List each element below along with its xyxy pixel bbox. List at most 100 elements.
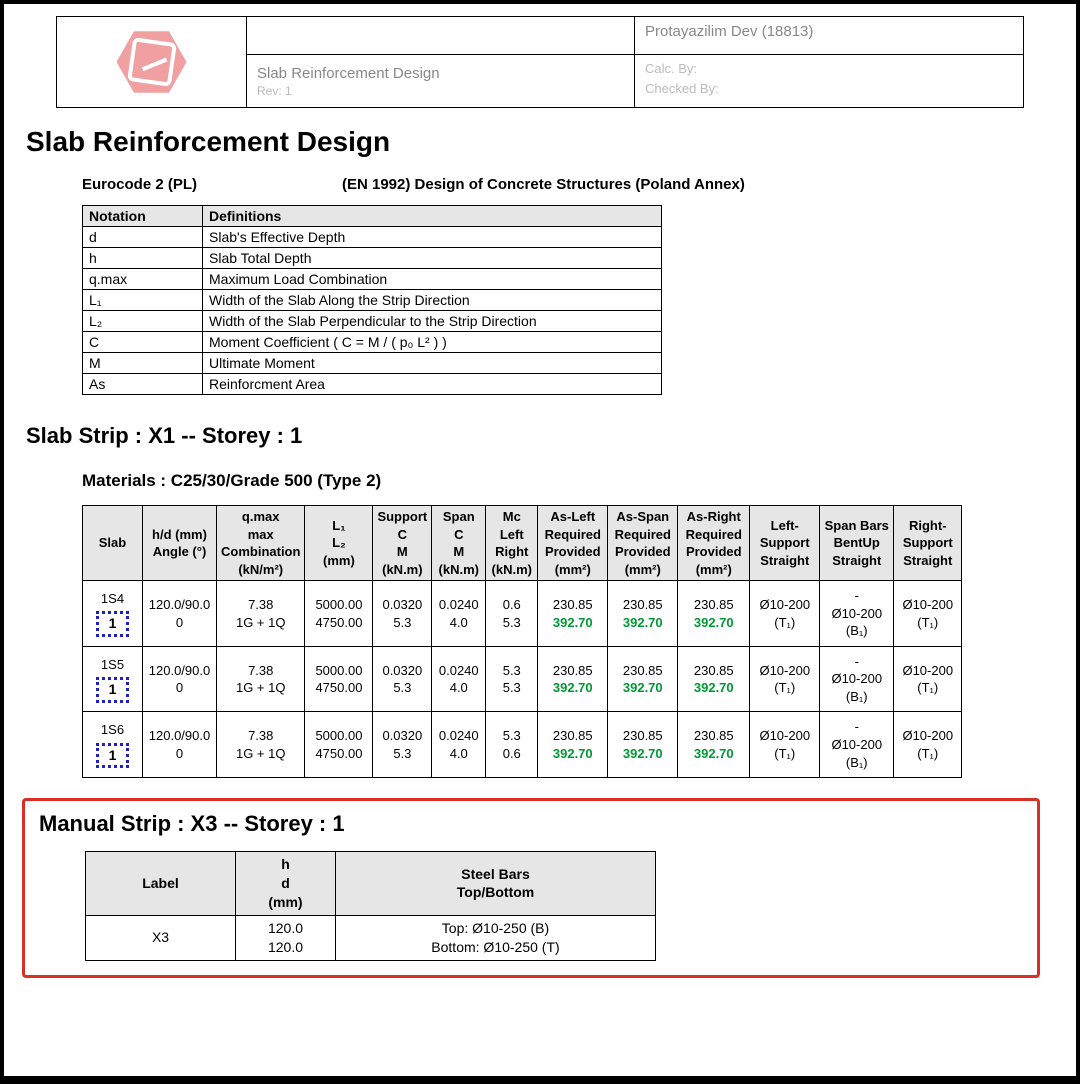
notation-cell: q.max: [83, 269, 203, 290]
sup-cell: 0.03205.3: [373, 712, 432, 778]
asr-cell: 230.85392.70: [678, 581, 750, 647]
mc-cell: 5.35.3: [486, 646, 538, 712]
main-table: Slabh/d (mm)Angle (°)q.maxmaxCombination…: [82, 505, 962, 778]
manual-table: Label hd(mm) Steel BarsTop/Bottom X3 120…: [85, 851, 656, 960]
notation-cell: Moment Coefficient ( C = M / ( p₀ L² ) ): [203, 332, 662, 353]
table-row: 1S61120.0/90.007.381G + 1Q5000.004750.00…: [83, 712, 962, 778]
hd-cell: 120.0/90.00: [143, 712, 217, 778]
notation-cell: L₂: [83, 311, 203, 332]
main-th: Slab: [83, 506, 143, 581]
main-th: SpanCM(kN.m): [432, 506, 486, 581]
code-right: (EN 1992) Design of Concrete Structures …: [342, 176, 745, 193]
sup-cell: 0.03205.3: [373, 581, 432, 647]
notation-cell: d: [83, 227, 203, 248]
notation-cell: Slab Total Depth: [203, 248, 662, 269]
main-th: As-LeftRequiredProvided(mm²): [538, 506, 608, 581]
company-logo: [113, 23, 191, 101]
header-title-cell: Slab Reinforcement Design Rev: 1: [247, 55, 635, 107]
asl-cell: 230.85392.70: [538, 712, 608, 778]
table-row: 1S41120.0/90.007.381G + 1Q5000.004750.00…: [83, 581, 962, 647]
header-empty: [247, 17, 635, 55]
main-th: Left-SupportStraight: [750, 506, 820, 581]
manual-h-label: Label: [86, 852, 236, 916]
l-cell: 5000.004750.00: [305, 712, 373, 778]
left-cell: Ø10-200(T₁): [750, 646, 820, 712]
main-th: Right-SupportStraight: [894, 506, 962, 581]
notation-cell: L₁: [83, 290, 203, 311]
asr-cell: 230.85392.70: [678, 646, 750, 712]
span-cell: 0.02404.0: [432, 712, 486, 778]
asl-cell: 230.85392.70: [538, 646, 608, 712]
notation-cell: Width of the Slab Along the Strip Direct…: [203, 290, 662, 311]
document-page: Protayazilim Dev (18813) Slab Reinforcem…: [4, 4, 1076, 1076]
notation-cell: C: [83, 332, 203, 353]
main-th: As-RightRequiredProvided(mm²): [678, 506, 750, 581]
mc-cell: 0.65.3: [486, 581, 538, 647]
sup-cell: 0.03205.3: [373, 646, 432, 712]
spanb-cell: -Ø10-200(B₁): [820, 712, 894, 778]
main-th: SupportCM(kN.m): [373, 506, 432, 581]
main-th: Span BarsBentUpStraight: [820, 506, 894, 581]
main-th: q.maxmaxCombination(kN/m²): [217, 506, 305, 581]
notation-h1: Notation: [83, 206, 203, 227]
checked-by: Checked By:: [645, 79, 1013, 99]
document-header: Protayazilim Dev (18813) Slab Reinforcem…: [56, 16, 1024, 108]
code-left: Eurocode 2 (PL): [82, 176, 342, 193]
l-cell: 5000.004750.00: [305, 581, 373, 647]
right-cell: Ø10-200(T₁): [894, 712, 962, 778]
manual-row-steel: Top: Ø10-250 (B)Bottom: Ø10-250 (T): [336, 915, 656, 960]
manual-row-hd: 120.0120.0: [236, 915, 336, 960]
header-doc-title: Slab Reinforcement Design: [257, 65, 624, 82]
notation-cell: Slab's Effective Depth: [203, 227, 662, 248]
manual-heading: Manual Strip : X3 -- Storey : 1: [39, 811, 1023, 837]
span-cell: 0.02404.0: [432, 581, 486, 647]
page-title: Slab Reinforcement Design: [26, 126, 1058, 158]
slab-cell: 1S41: [83, 581, 143, 647]
materials-heading: Materials : C25/30/Grade 500 (Type 2): [82, 471, 1058, 491]
q-cell: 7.381G + 1Q: [217, 646, 305, 712]
span-cell: 0.02404.0: [432, 646, 486, 712]
logo-cell: [57, 17, 247, 107]
table-row: 1S51120.0/90.007.381G + 1Q5000.004750.00…: [83, 646, 962, 712]
l-cell: 5000.004750.00: [305, 646, 373, 712]
slab-cell: 1S61: [83, 712, 143, 778]
q-cell: 7.381G + 1Q: [217, 581, 305, 647]
notation-cell: h: [83, 248, 203, 269]
main-th: h/d (mm)Angle (°): [143, 506, 217, 581]
q-cell: 7.381G + 1Q: [217, 712, 305, 778]
code-line: Eurocode 2 (PL) (EN 1992) Design of Conc…: [82, 176, 1058, 193]
hd-cell: 120.0/90.00: [143, 646, 217, 712]
slab-cell: 1S51: [83, 646, 143, 712]
notation-cell: As: [83, 374, 203, 395]
left-cell: Ø10-200(T₁): [750, 712, 820, 778]
ass-cell: 230.85392.70: [608, 646, 678, 712]
manual-h-steel: Steel BarsTop/Bottom: [336, 852, 656, 916]
notation-cell: Maximum Load Combination: [203, 269, 662, 290]
notation-h2: Definitions: [203, 206, 662, 227]
strip-heading: Slab Strip : X1 -- Storey : 1: [26, 423, 1058, 449]
asr-cell: 230.85392.70: [678, 712, 750, 778]
right-cell: Ø10-200(T₁): [894, 646, 962, 712]
spanb-cell: -Ø10-200(B₁): [820, 581, 894, 647]
manual-h-hd: hd(mm): [236, 852, 336, 916]
manual-strip-highlight: Manual Strip : X3 -- Storey : 1 Label hd…: [22, 798, 1040, 977]
manual-row-label: X3: [86, 915, 236, 960]
right-cell: Ø10-200(T₁): [894, 581, 962, 647]
spanb-cell: -Ø10-200(B₁): [820, 646, 894, 712]
ass-cell: 230.85392.70: [608, 581, 678, 647]
notation-cell: Width of the Slab Perpendicular to the S…: [203, 311, 662, 332]
hd-cell: 120.0/90.00: [143, 581, 217, 647]
header-rev: Rev: 1: [257, 84, 624, 98]
notation-table: Notation Definitions dSlab's Effective D…: [82, 205, 662, 395]
notation-cell: M: [83, 353, 203, 374]
asl-cell: 230.85392.70: [538, 581, 608, 647]
notation-cell: Ultimate Moment: [203, 353, 662, 374]
header-sign-cell: Calc. By: Checked By:: [635, 55, 1023, 107]
main-th: L₁L₂(mm): [305, 506, 373, 581]
main-th: As-SpanRequiredProvided(mm²): [608, 506, 678, 581]
main-th: McLeftRight(kN.m): [486, 506, 538, 581]
left-cell: Ø10-200(T₁): [750, 581, 820, 647]
calc-by: Calc. By:: [645, 59, 1013, 79]
mc-cell: 5.30.6: [486, 712, 538, 778]
notation-cell: Reinforcment Area: [203, 374, 662, 395]
